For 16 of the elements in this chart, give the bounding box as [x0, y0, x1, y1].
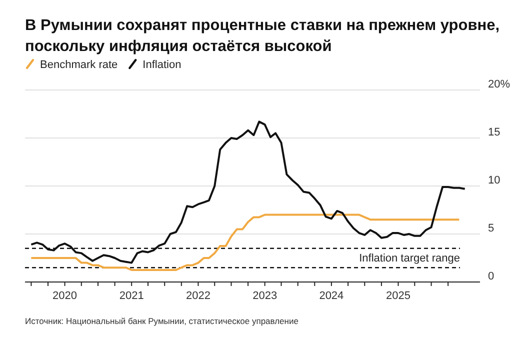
y-tick-label: 0 [488, 270, 494, 283]
x-tick-label: 2020 [52, 290, 78, 302]
x-tick-label: 2025 [386, 290, 410, 302]
ref-line-label: Inflation target range [359, 252, 460, 264]
legend-label: Benchmark rate [40, 59, 118, 71]
y-tick-label: 5 [488, 222, 494, 235]
y-tick-label: 10 [488, 174, 500, 187]
legend-label: Inflation [142, 59, 182, 71]
x-tick-label: 2022 [186, 290, 210, 302]
x-tick-label: 2021 [119, 290, 144, 302]
chart-title: В Румынии сохранят процентные ставки на прежнем уровне, поскольку инфляция остаётся высокой [25, 17, 500, 55]
y-tick-label: 15 [488, 126, 500, 139]
y-tick-label: 20% [488, 78, 510, 91]
x-tick-label: 2024 [319, 290, 344, 302]
text: Источник: Национальный банк Румынии, статистическое управление [25, 316, 299, 326]
x-tick-label: 2023 [252, 290, 278, 302]
